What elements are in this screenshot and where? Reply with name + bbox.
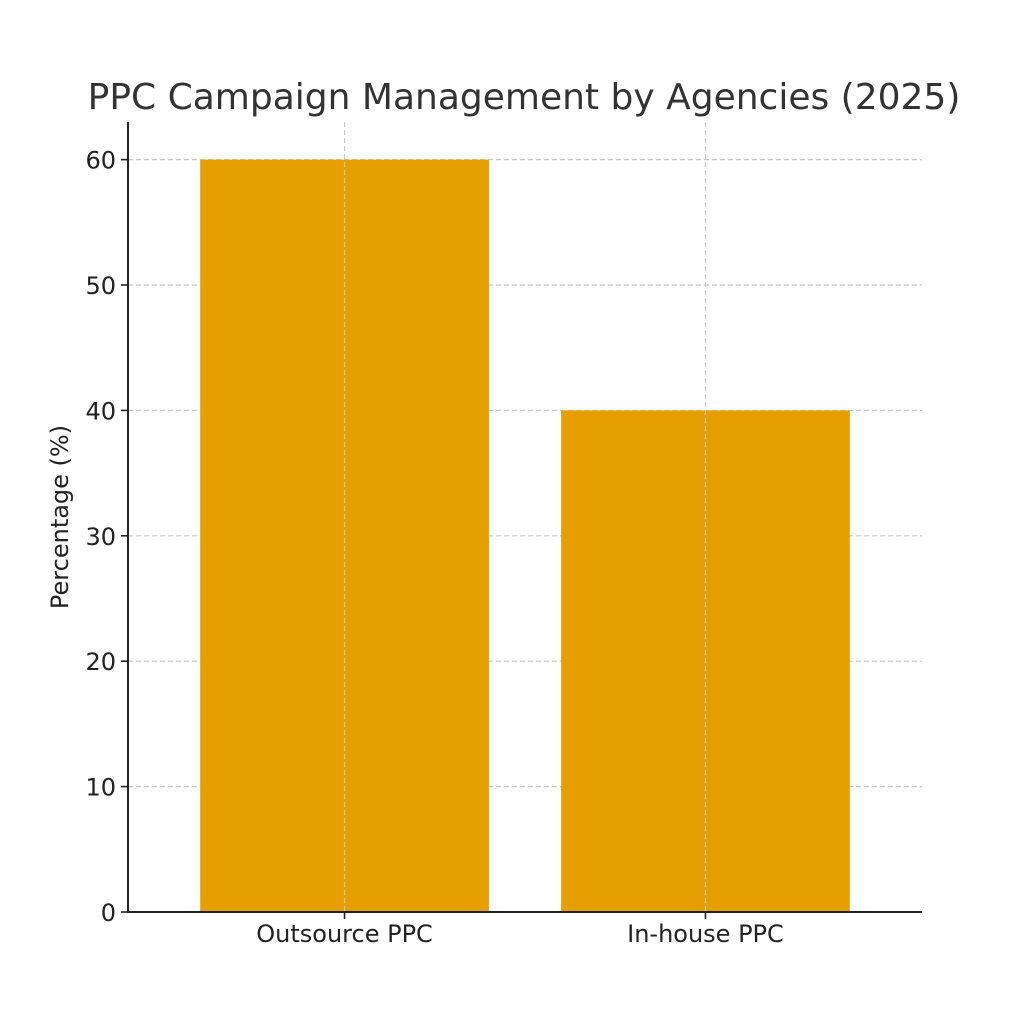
x-axis-ticks: Outsource PPC In-house PPC <box>256 912 784 948</box>
y-tick-label: 0 <box>101 899 116 927</box>
chart-title: PPC Campaign Management by Agencies (202… <box>88 77 961 118</box>
y-tick-label: 40 <box>85 397 116 425</box>
x-tick-label: Outsource PPC <box>256 920 433 948</box>
y-tick-label: 50 <box>85 272 116 300</box>
y-tick-label: 30 <box>85 523 116 551</box>
y-tick-label: 20 <box>85 648 116 676</box>
y-axis-label: Percentage (%) <box>46 425 74 609</box>
x-gridlines-overlay <box>343 122 707 912</box>
y-tick-label: 60 <box>85 147 116 175</box>
y-tick-label: 10 <box>85 774 116 802</box>
bar-outsource-ppc <box>200 159 489 913</box>
y-axis-ticks: 0 10 20 30 40 50 60 <box>85 147 128 927</box>
x-tick-label: In-house PPC <box>627 920 784 948</box>
